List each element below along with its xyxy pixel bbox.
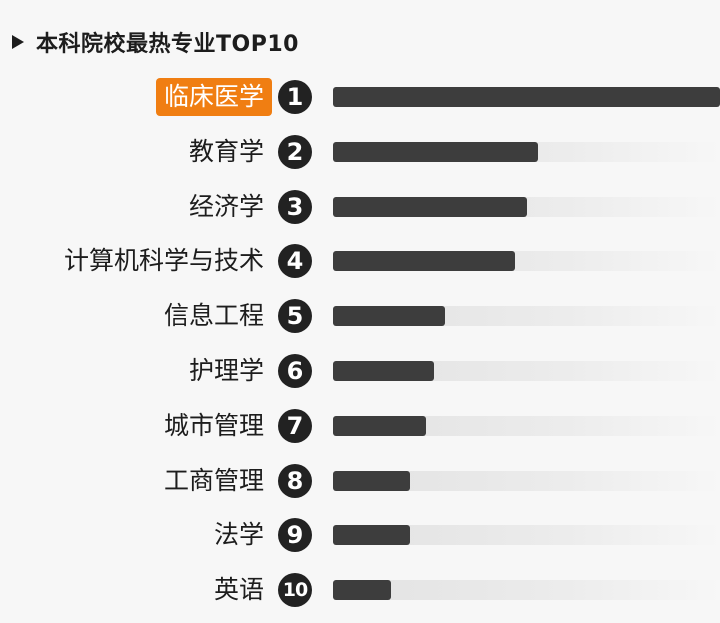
category-label: 英语 [213, 575, 264, 604]
bar-track [333, 142, 720, 162]
category-label: 经济学 [188, 192, 264, 221]
bar-fill [333, 361, 434, 381]
rank-badge: 7 [278, 409, 312, 443]
bar-track [333, 87, 720, 107]
bar-row: 护理学 6 [0, 349, 720, 393]
category-label: 法学 [213, 520, 264, 549]
category-label: 临床医学 [155, 78, 272, 116]
bar-track [333, 416, 720, 436]
play-triangle-icon [12, 35, 24, 49]
bar-fill [333, 306, 445, 326]
category-label: 工商管理 [163, 466, 264, 495]
chart-header: 本科院校最热专业TOP10 [12, 22, 299, 62]
bar-row: 法学 9 [0, 513, 720, 557]
bar-track [333, 471, 720, 491]
bar-row: 临床医学 1 [0, 75, 720, 119]
bar-fill [333, 87, 720, 107]
bar-row: 城市管理 7 [0, 404, 720, 448]
bar-fill [333, 416, 426, 436]
bar-track [333, 525, 720, 545]
category-label: 计算机科学与技术 [63, 246, 264, 275]
bar-fill [333, 525, 410, 545]
rank-badge: 8 [278, 464, 312, 498]
bar-row: 英语 10 [0, 568, 720, 612]
bar-track [333, 361, 720, 381]
rank-badge: 1 [278, 80, 312, 114]
bar-row: 经济学 3 [0, 185, 720, 229]
rank-badge: 10 [278, 573, 312, 607]
rank-badge: 3 [278, 190, 312, 224]
rank-badge: 9 [278, 518, 312, 552]
bar-row: 信息工程 5 [0, 294, 720, 338]
bar-row: 教育学 2 [0, 130, 720, 174]
rank-badge: 2 [278, 135, 312, 169]
bar-fill [333, 251, 515, 271]
rank-badge: 5 [278, 299, 312, 333]
bar-fill [333, 471, 410, 491]
category-label: 教育学 [188, 137, 264, 166]
bar-fill [333, 580, 391, 600]
category-label: 护理学 [188, 356, 264, 385]
category-label: 城市管理 [163, 411, 264, 440]
rank-badge: 6 [278, 354, 312, 388]
bar-row: 工商管理 8 [0, 459, 720, 503]
chart-title: 本科院校最热专业TOP10 [36, 32, 299, 57]
bar-fill [333, 142, 538, 162]
bar-row: 计算机科学与技术 4 [0, 239, 720, 283]
category-label: 信息工程 [163, 301, 264, 330]
rank-badge: 4 [278, 244, 312, 278]
bar-fill [333, 197, 527, 217]
bar-track [333, 197, 720, 217]
bar-track [333, 580, 720, 600]
bar-track [333, 306, 720, 326]
bar-track [333, 251, 720, 271]
